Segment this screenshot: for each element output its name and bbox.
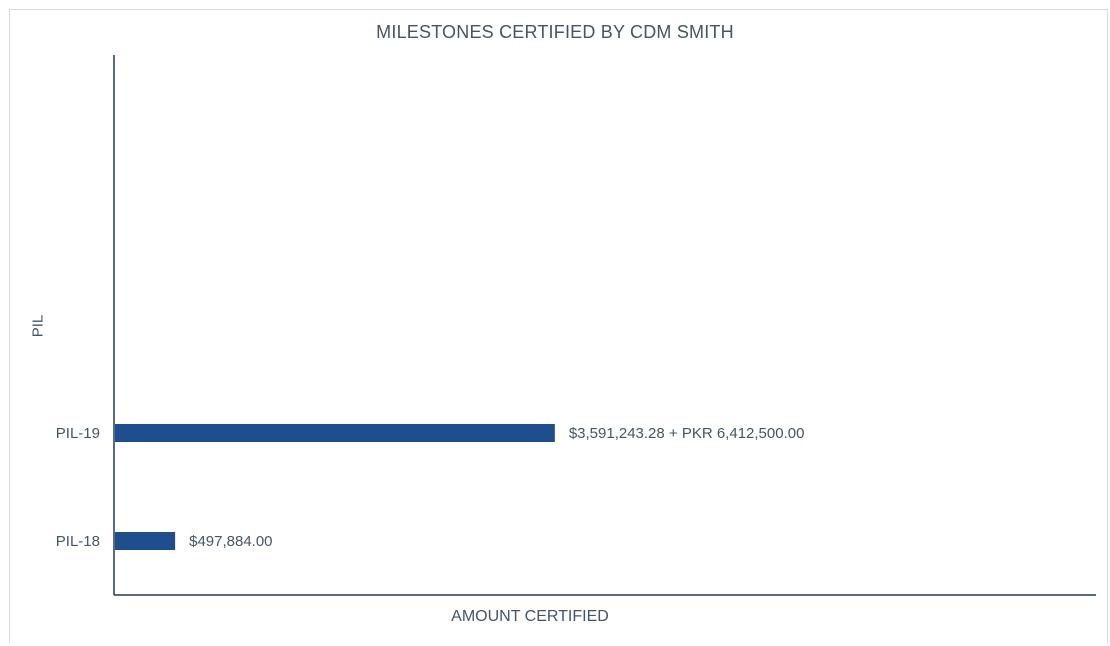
chart-title: MILESTONES CERTIFIED BY CDM SMITH	[376, 22, 734, 42]
x-axis-title: AMOUNT CERTIFIED	[451, 608, 609, 625]
chart-frame	[9, 9, 1108, 643]
y-tick-label: PIL-18	[56, 533, 100, 550]
bar-pil-19	[115, 424, 555, 442]
data-label: $3,591,243.28 + PKR 6,412,500.00	[569, 425, 805, 442]
bar-pil-18	[115, 532, 176, 550]
y-tick-label: PIL-19	[56, 425, 100, 442]
data-label: $497,884.00	[189, 533, 272, 550]
